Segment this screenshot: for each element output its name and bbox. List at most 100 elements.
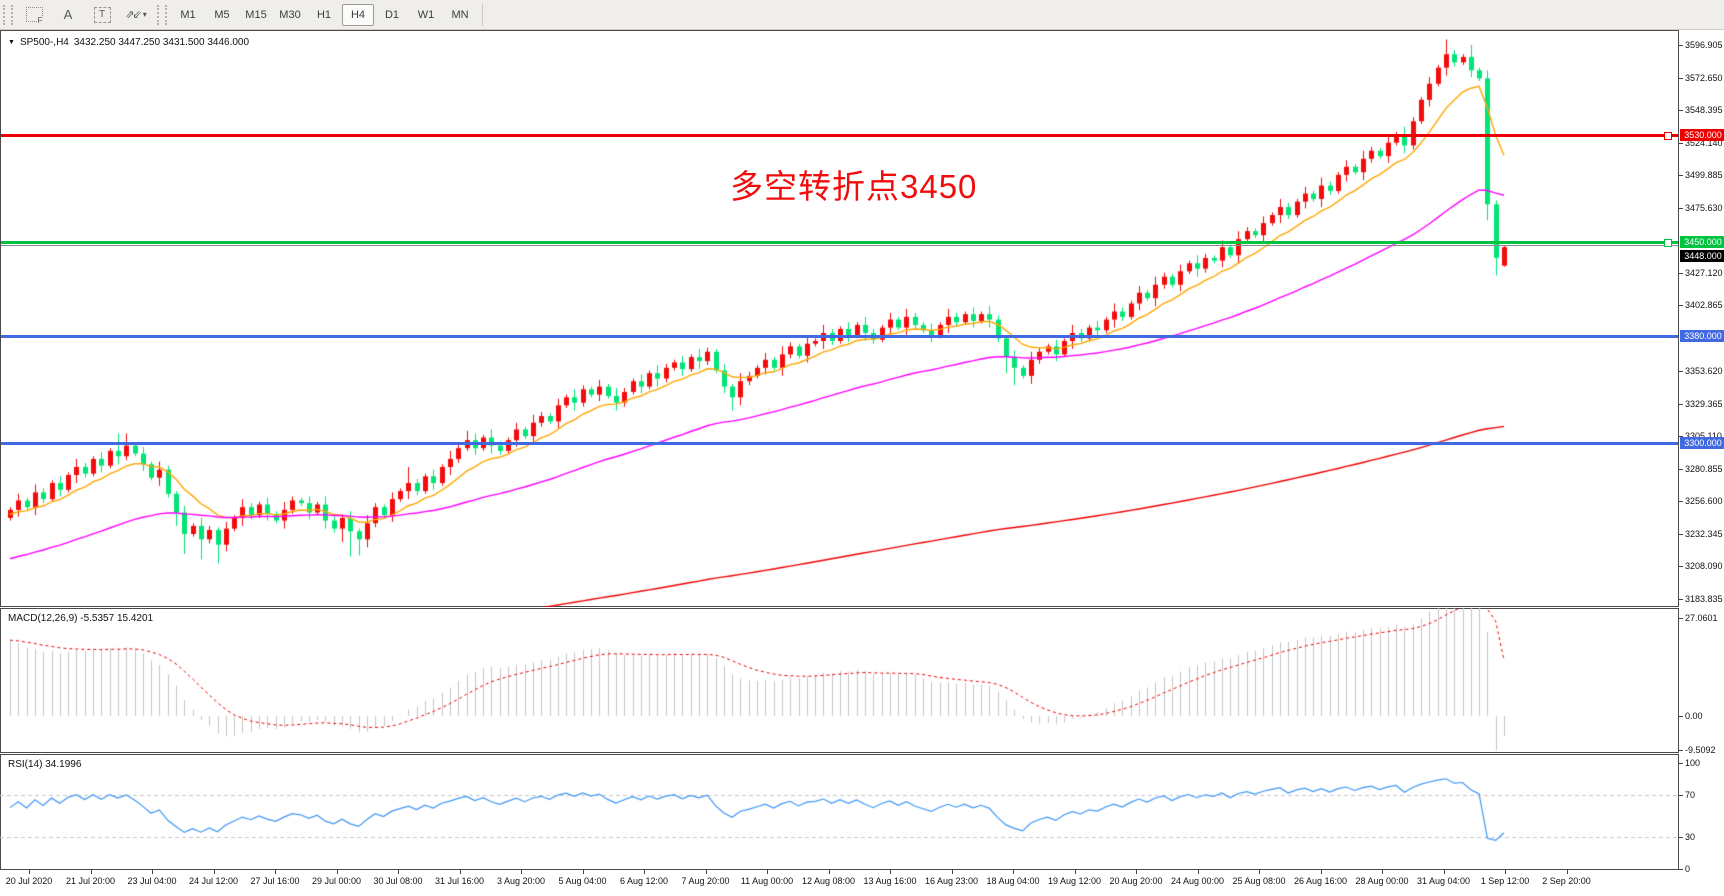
price-axis-tick: 3305.110 [1685, 431, 1724, 441]
price-axis-tickmark [1679, 501, 1683, 502]
chart-annotation-text[interactable]: 多空转折点3450 [730, 168, 978, 205]
timeframe-button-D1[interactable]: D1 [384, 8, 400, 21]
time-axis-label: 27 Jul 16:00 [250, 876, 300, 886]
rsi-axis-tickmark [1679, 763, 1683, 764]
time-axis-label: 25 Aug 08:00 [1232, 876, 1286, 886]
price-axis-tick: 3256.600 [1685, 496, 1723, 506]
macd-axis-tickmark [1679, 618, 1683, 619]
time-axis-label: 31 Jul 16:00 [434, 876, 485, 886]
time-axis-label: 2 Sep 20:00 [1542, 876, 1591, 886]
arrows-tool-icon: ⇗⇙ [125, 9, 142, 21]
rsi-axis-tick: 100 [1685, 758, 1701, 768]
symbol-dropdown-icon[interactable]: ▼ [8, 39, 15, 46]
price-tag-support-3380: 3380.000 [1680, 329, 1724, 342]
price-tag-support-3300: 3300.000 [1680, 436, 1724, 449]
price-axis-tick: 3280.855 [1685, 463, 1723, 474]
price-axis-tickmark [1679, 599, 1683, 600]
price-axis-tick: 3596.905 [1685, 40, 1723, 50]
chart-window-tool-button[interactable]: F [18, 4, 50, 26]
time-axis-tickmark [521, 870, 522, 874]
price-tag-pivot-3450: 3450.000 [1680, 235, 1724, 248]
timeframe-button-H1[interactable]: H1 [316, 8, 332, 21]
price-axis-tickmark [1679, 110, 1683, 111]
price-axis-tick: 3208.090 [1685, 561, 1723, 571]
rsi-indicator-label: RSI(14) 34.1996 [8, 759, 82, 770]
time-axis-tickmark [460, 870, 461, 874]
chevron-down-icon[interactable]: ▾ [142, 10, 147, 19]
macd-axis-tick: 27.0601 [1685, 613, 1718, 623]
time-axis-label: 23 Jul 04:00 [127, 876, 177, 886]
price-axis-tickmark [1679, 534, 1683, 535]
insert-text-tool-button[interactable]: A [52, 4, 84, 26]
time-axis-label: 28 Aug 00:00 [1355, 876, 1409, 886]
time-axis-label: 5 Aug 04:00 [558, 876, 607, 886]
hline-pivot-3450[interactable] [1, 238, 1678, 247]
price-axis-tick: 3232.345 [1685, 528, 1723, 539]
price-axis-tickmark [1679, 566, 1683, 567]
time-axis-label: 20 Aug 20:00 [1109, 876, 1163, 886]
time-axis-label: 29 Jul 00:00 [311, 876, 362, 886]
time-axis-label: 24 Jul 12:00 [188, 876, 239, 886]
time-axis-label: 21 Jul 20:00 [65, 876, 116, 886]
time-axis-label: 3 Aug 20:00 [496, 876, 546, 886]
time-axis-label: 19 Aug 12:00 [1047, 876, 1102, 886]
timeframe-button-MN[interactable]: MN [451, 8, 469, 21]
time-axis-tickmark [91, 870, 92, 874]
time-axis-tickmark [829, 870, 830, 874]
price-axis-tick: 3475.630 [1685, 202, 1723, 213]
toolbar: F A T ⇗⇙ ▾ M1 M5 M15 M30 H1 H4 D1 W1 MN [0, 0, 1724, 30]
hline-support-3380[interactable] [1, 334, 1678, 338]
hline-handle-pivot-3450[interactable] [1664, 238, 1672, 247]
time-axis-tickmark [1567, 870, 1568, 874]
rsi-canvas[interactable] [0, 754, 1679, 870]
time-axis-tickmark [214, 870, 215, 874]
price-axis-tickmark [1679, 143, 1683, 144]
time-axis-tickmark [890, 870, 891, 874]
macd-canvas[interactable] [0, 608, 1679, 753]
timeframe-button-W1[interactable]: W1 [417, 8, 435, 21]
timeframe-button-M1[interactable]: M1 [180, 8, 196, 21]
rsi-axis-tickmark [1679, 837, 1683, 838]
price-axis-tickmark [1679, 469, 1683, 470]
time-axis-tickmark [152, 870, 153, 874]
rsi-axis-tick: 70 [1685, 789, 1696, 800]
rsi-axis-tickmark [1679, 869, 1683, 870]
price-axis-tickmark [1679, 436, 1683, 437]
time-axis-tickmark [952, 870, 953, 874]
timeframe-button-M15[interactable]: M15 [245, 8, 267, 21]
timeframe-toolbar: M1 M5 M15 M30 H1 H4 D1 W1 MN [172, 3, 476, 26]
toolbar-separator [482, 3, 483, 26]
time-axis-label: 6 Aug 12:00 [619, 876, 669, 886]
price-axis-tick: 3427.120 [1685, 267, 1723, 278]
price-axis-tick: 3353.620 [1685, 366, 1723, 376]
rsi-axis-tickmark [1679, 795, 1683, 796]
time-axis-label: 20 Jul 2020 [5, 876, 53, 886]
macd-axis-tick: 0.00 [1685, 710, 1703, 721]
time-axis-tickmark [1075, 870, 1076, 874]
time-axis-label: 18 Aug 04:00 [986, 876, 1040, 886]
price-axis-tickmark [1679, 45, 1683, 46]
hline-resistance-3530[interactable] [1, 131, 1678, 140]
time-axis-tickmark [29, 870, 30, 874]
macd-axis-tickmark [1679, 750, 1683, 751]
timeframe-button-M30[interactable]: M30 [279, 8, 301, 21]
time-axis-label: 24 Aug 00:00 [1170, 876, 1225, 886]
timeframe-button-H4[interactable]: H4 [342, 3, 374, 26]
hline-support-3300[interactable] [1, 441, 1678, 445]
macd-indicator-label: MACD(12,26,9) -5.5357 15.4201 [8, 613, 154, 624]
hline-handle-resistance-3530[interactable] [1664, 131, 1672, 140]
timeframe-button-M5[interactable]: M5 [214, 8, 230, 21]
time-axis-label: 26 Aug 16:00 [1293, 876, 1348, 886]
timeframe-group-drag-handle[interactable] [157, 4, 167, 25]
price-axis-tickmark [1679, 175, 1683, 176]
price-axis-tick: 3183.835 [1685, 593, 1723, 604]
text-label-tool-icon: T [93, 6, 111, 23]
rsi-axis-tick: 30 [1685, 832, 1696, 843]
main-chart-canvas[interactable] [0, 30, 1679, 607]
toolbar-drag-handle[interactable] [3, 4, 13, 25]
text-label-tool-button[interactable]: T [86, 4, 118, 26]
price-axis-tickmark [1679, 371, 1683, 372]
time-axis-tickmark [1198, 870, 1199, 874]
time-axis-label: 11 Aug 00:00 [740, 876, 794, 886]
arrows-tool-button[interactable]: ⇗⇙ ▾ [120, 4, 152, 26]
